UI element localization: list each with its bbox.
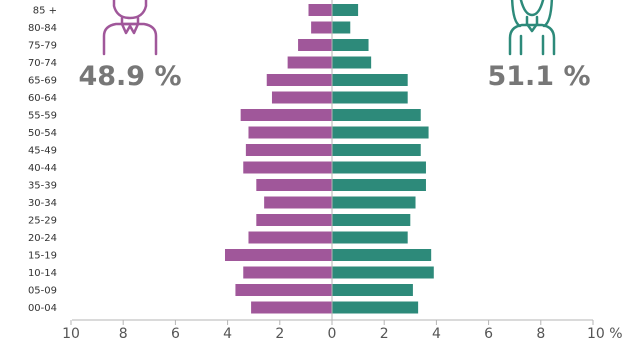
bar-left-2529 (256, 214, 332, 226)
bar-right-7074 (332, 56, 372, 69)
bar-right-4044 (332, 161, 426, 174)
bar-left-0509 (235, 284, 332, 296)
bar-left-2024 (248, 231, 332, 244)
x-tick-label: 2 (275, 326, 284, 342)
category-label: 10-14 (28, 268, 57, 279)
category-label: 05-09 (28, 286, 57, 297)
right-total-percentage: 51.1 % (487, 61, 590, 92)
bar-left-1519 (224, 249, 332, 261)
category-label: 15-19 (28, 251, 57, 262)
bar-left-8084 (311, 21, 332, 34)
bar-right-7579 (332, 39, 369, 51)
bar-left-3539 (256, 179, 332, 191)
category-label: 70-74 (28, 58, 57, 69)
bar-right-5054 (332, 126, 429, 139)
x-tick-label: 8 (536, 326, 545, 342)
x-tick-label: 0 (328, 326, 337, 342)
bar-left-85 (308, 4, 332, 16)
female-person-icon (508, 0, 556, 56)
category-label: 50-54 (28, 128, 57, 139)
x-tick-label: 10 % (587, 326, 623, 342)
category-label: 85 + (33, 6, 57, 17)
x-tick-label: 6 (171, 326, 180, 342)
x-tick-label: 2 (380, 326, 389, 342)
bar-left-5559 (240, 109, 332, 121)
bar-left-3034 (264, 196, 332, 209)
bar-left-4549 (245, 144, 332, 156)
left-total-percentage: 48.9 % (78, 61, 181, 92)
bar-left-0004 (251, 301, 332, 314)
x-tick-label: 8 (119, 326, 128, 342)
bar-left-7074 (287, 56, 332, 69)
bar-left-5054 (248, 126, 332, 139)
male-person-icon (102, 0, 158, 56)
category-label: 60-64 (28, 93, 57, 104)
category-label: 45-49 (28, 146, 57, 157)
bar-right-5559 (332, 109, 421, 121)
bar-right-3034 (332, 196, 416, 209)
bar-right-2529 (332, 214, 411, 226)
bar-right-2024 (332, 231, 408, 244)
bar-left-6064 (271, 91, 332, 104)
bar-right-4549 (332, 144, 421, 156)
bar-right-3539 (332, 179, 426, 191)
bar-left-7579 (298, 39, 332, 51)
bar-left-4044 (243, 161, 332, 174)
bar-right-6569 (332, 74, 408, 86)
bar-right-1519 (332, 249, 432, 261)
bar-right-1014 (332, 266, 434, 279)
bar-left-1014 (243, 266, 332, 279)
category-labels: 85 + 80-84 75-79 70-74 65-69 60-64 55-59 50-54 4… (28, 6, 57, 315)
x-tick-label: 4 (432, 326, 441, 342)
category-label: 40-44 (28, 163, 57, 174)
bar-left-6569 (266, 74, 332, 86)
category-label: 75-79 (28, 41, 57, 52)
bar-right-0509 (332, 284, 413, 296)
x-axis: 10 8 6 4 2 0 2 4 6 8 10 % (62, 0, 623, 342)
category-label: 00-04 (28, 303, 57, 314)
bars-layer (224, 4, 434, 314)
bar-right-6064 (332, 91, 408, 104)
x-tick-label: 10 (62, 326, 80, 342)
category-label: 30-34 (28, 198, 57, 209)
category-label: 20-24 (28, 233, 57, 244)
category-label: 65-69 (28, 76, 57, 87)
category-label: 25-29 (28, 216, 57, 227)
category-label: 80-84 (28, 23, 57, 34)
category-label: 55-59 (28, 111, 57, 122)
x-tick-label: 4 (223, 326, 232, 342)
bar-right-0004 (332, 301, 419, 314)
bar-right-8084 (332, 21, 351, 34)
x-tick-label: 6 (484, 326, 493, 342)
bar-right-85 (332, 4, 359, 16)
category-label: 35-39 (28, 181, 57, 192)
